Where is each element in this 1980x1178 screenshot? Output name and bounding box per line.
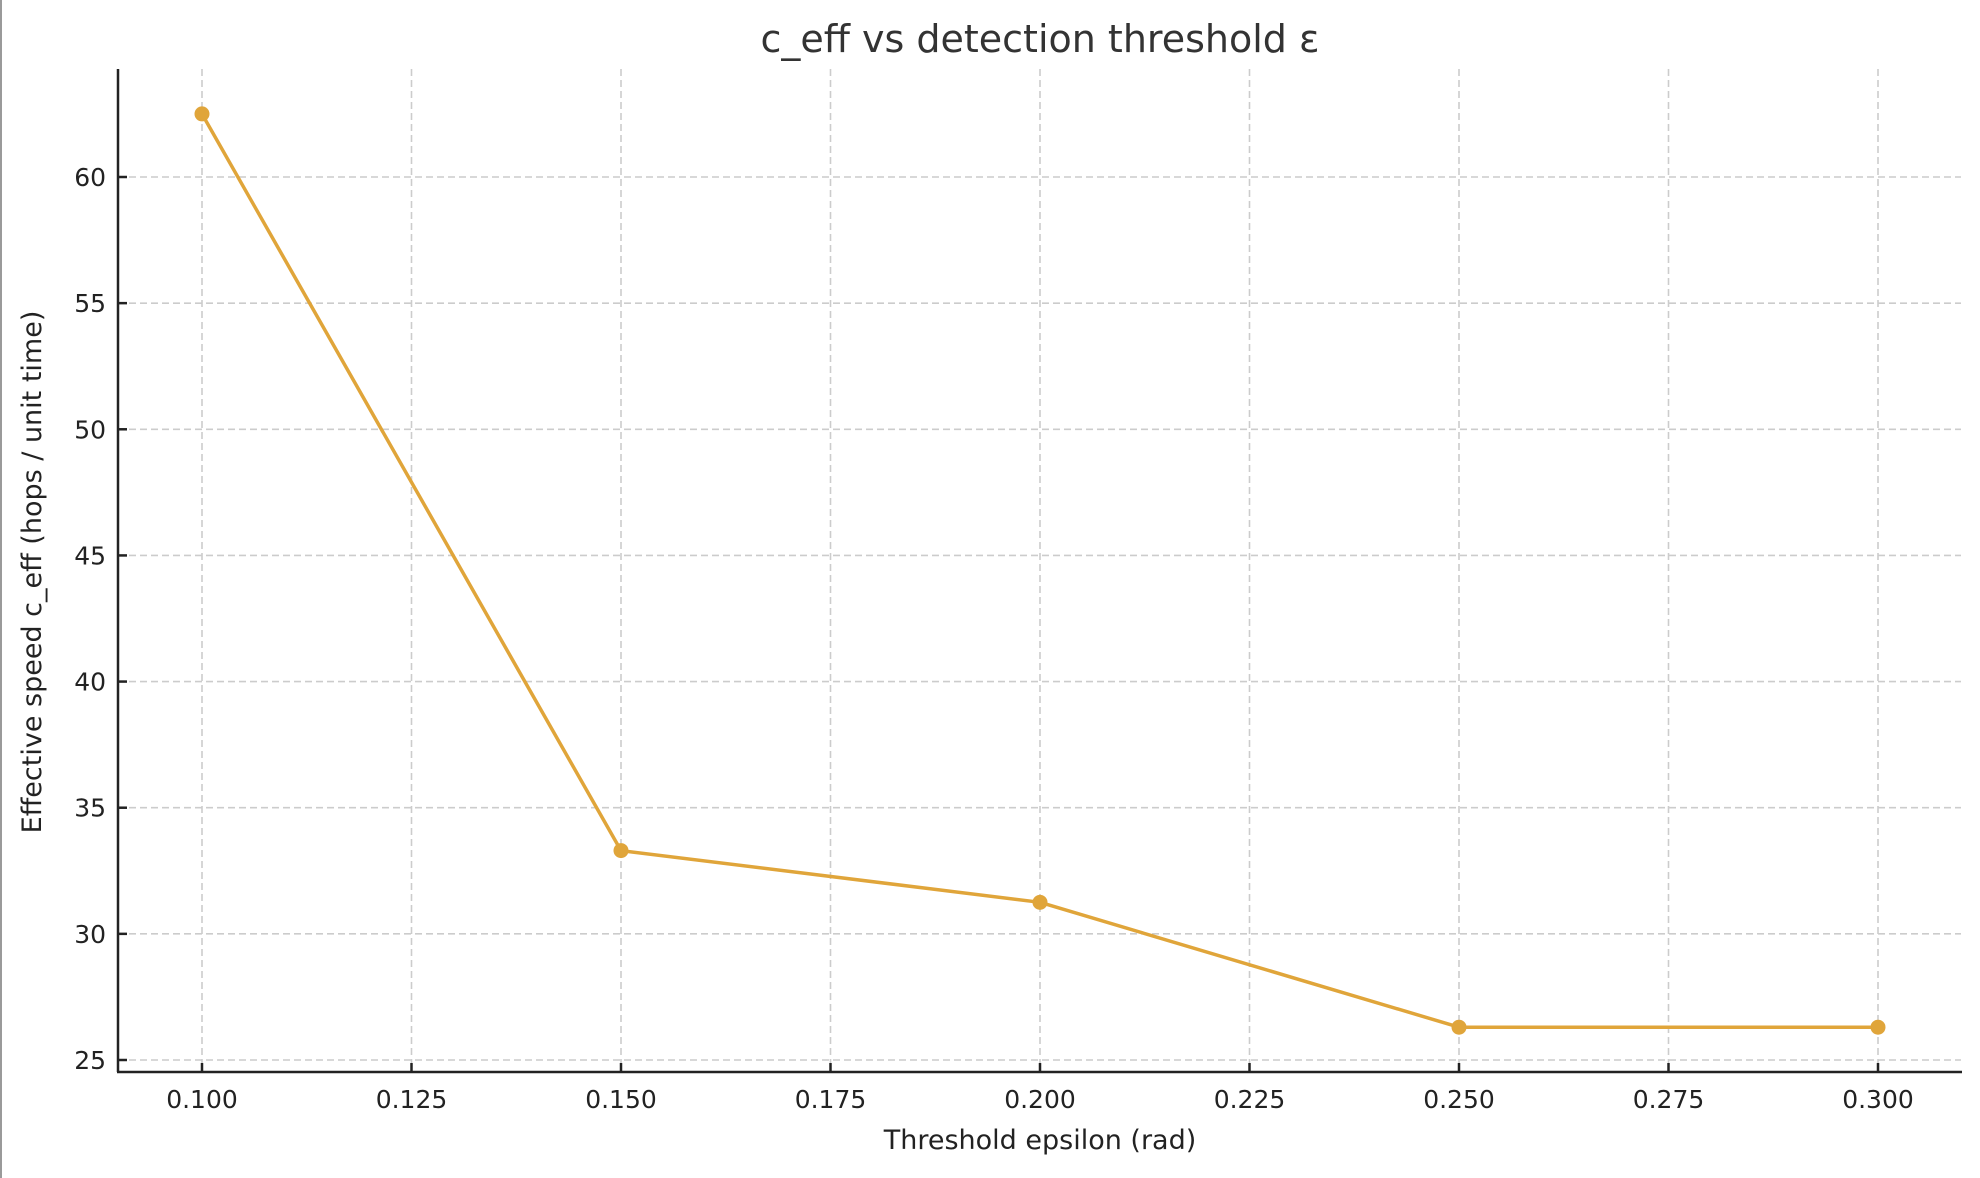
y-axis-label: Effective speed c_eff (hops / unit time) [17, 311, 48, 834]
y-tick-label: 25 [74, 1046, 106, 1075]
data-point-marker [194, 106, 210, 122]
x-tick-label: 0.150 [585, 1085, 657, 1114]
data-point-marker [613, 843, 629, 859]
data-point-marker [1032, 894, 1048, 910]
y-tick-label: 50 [74, 415, 106, 444]
data-series [194, 106, 1886, 1035]
x-tick-label: 0.250 [1423, 1085, 1495, 1114]
y-tick-label: 60 [74, 163, 106, 192]
y-tick-label: 40 [74, 668, 106, 697]
chart-title: c_eff vs detection threshold ε [760, 17, 1319, 61]
x-tick-label: 0.125 [376, 1085, 448, 1114]
y-tick-label: 35 [74, 794, 106, 823]
y-tick-label: 55 [74, 289, 106, 318]
data-point-marker [1870, 1019, 1886, 1035]
x-tick-label: 0.200 [1004, 1085, 1076, 1114]
x-tick-label: 0.225 [1214, 1085, 1286, 1114]
grid [118, 69, 1961, 1072]
x-tick-label: 0.100 [166, 1085, 238, 1114]
x-tick-label: 0.175 [795, 1085, 867, 1114]
y-tick-label: 30 [74, 920, 106, 949]
x-tick-label: 0.300 [1842, 1085, 1914, 1114]
y-tick-label: 45 [74, 541, 106, 570]
x-tick-label: 0.275 [1633, 1085, 1705, 1114]
data-point-marker [1451, 1019, 1467, 1035]
x-axis-label: Threshold epsilon (rad) [883, 1125, 1197, 1156]
ticks: 0.100 0.125 0.150 0.175 0.200 0.225 0.250 0.275… [74, 163, 1914, 1114]
